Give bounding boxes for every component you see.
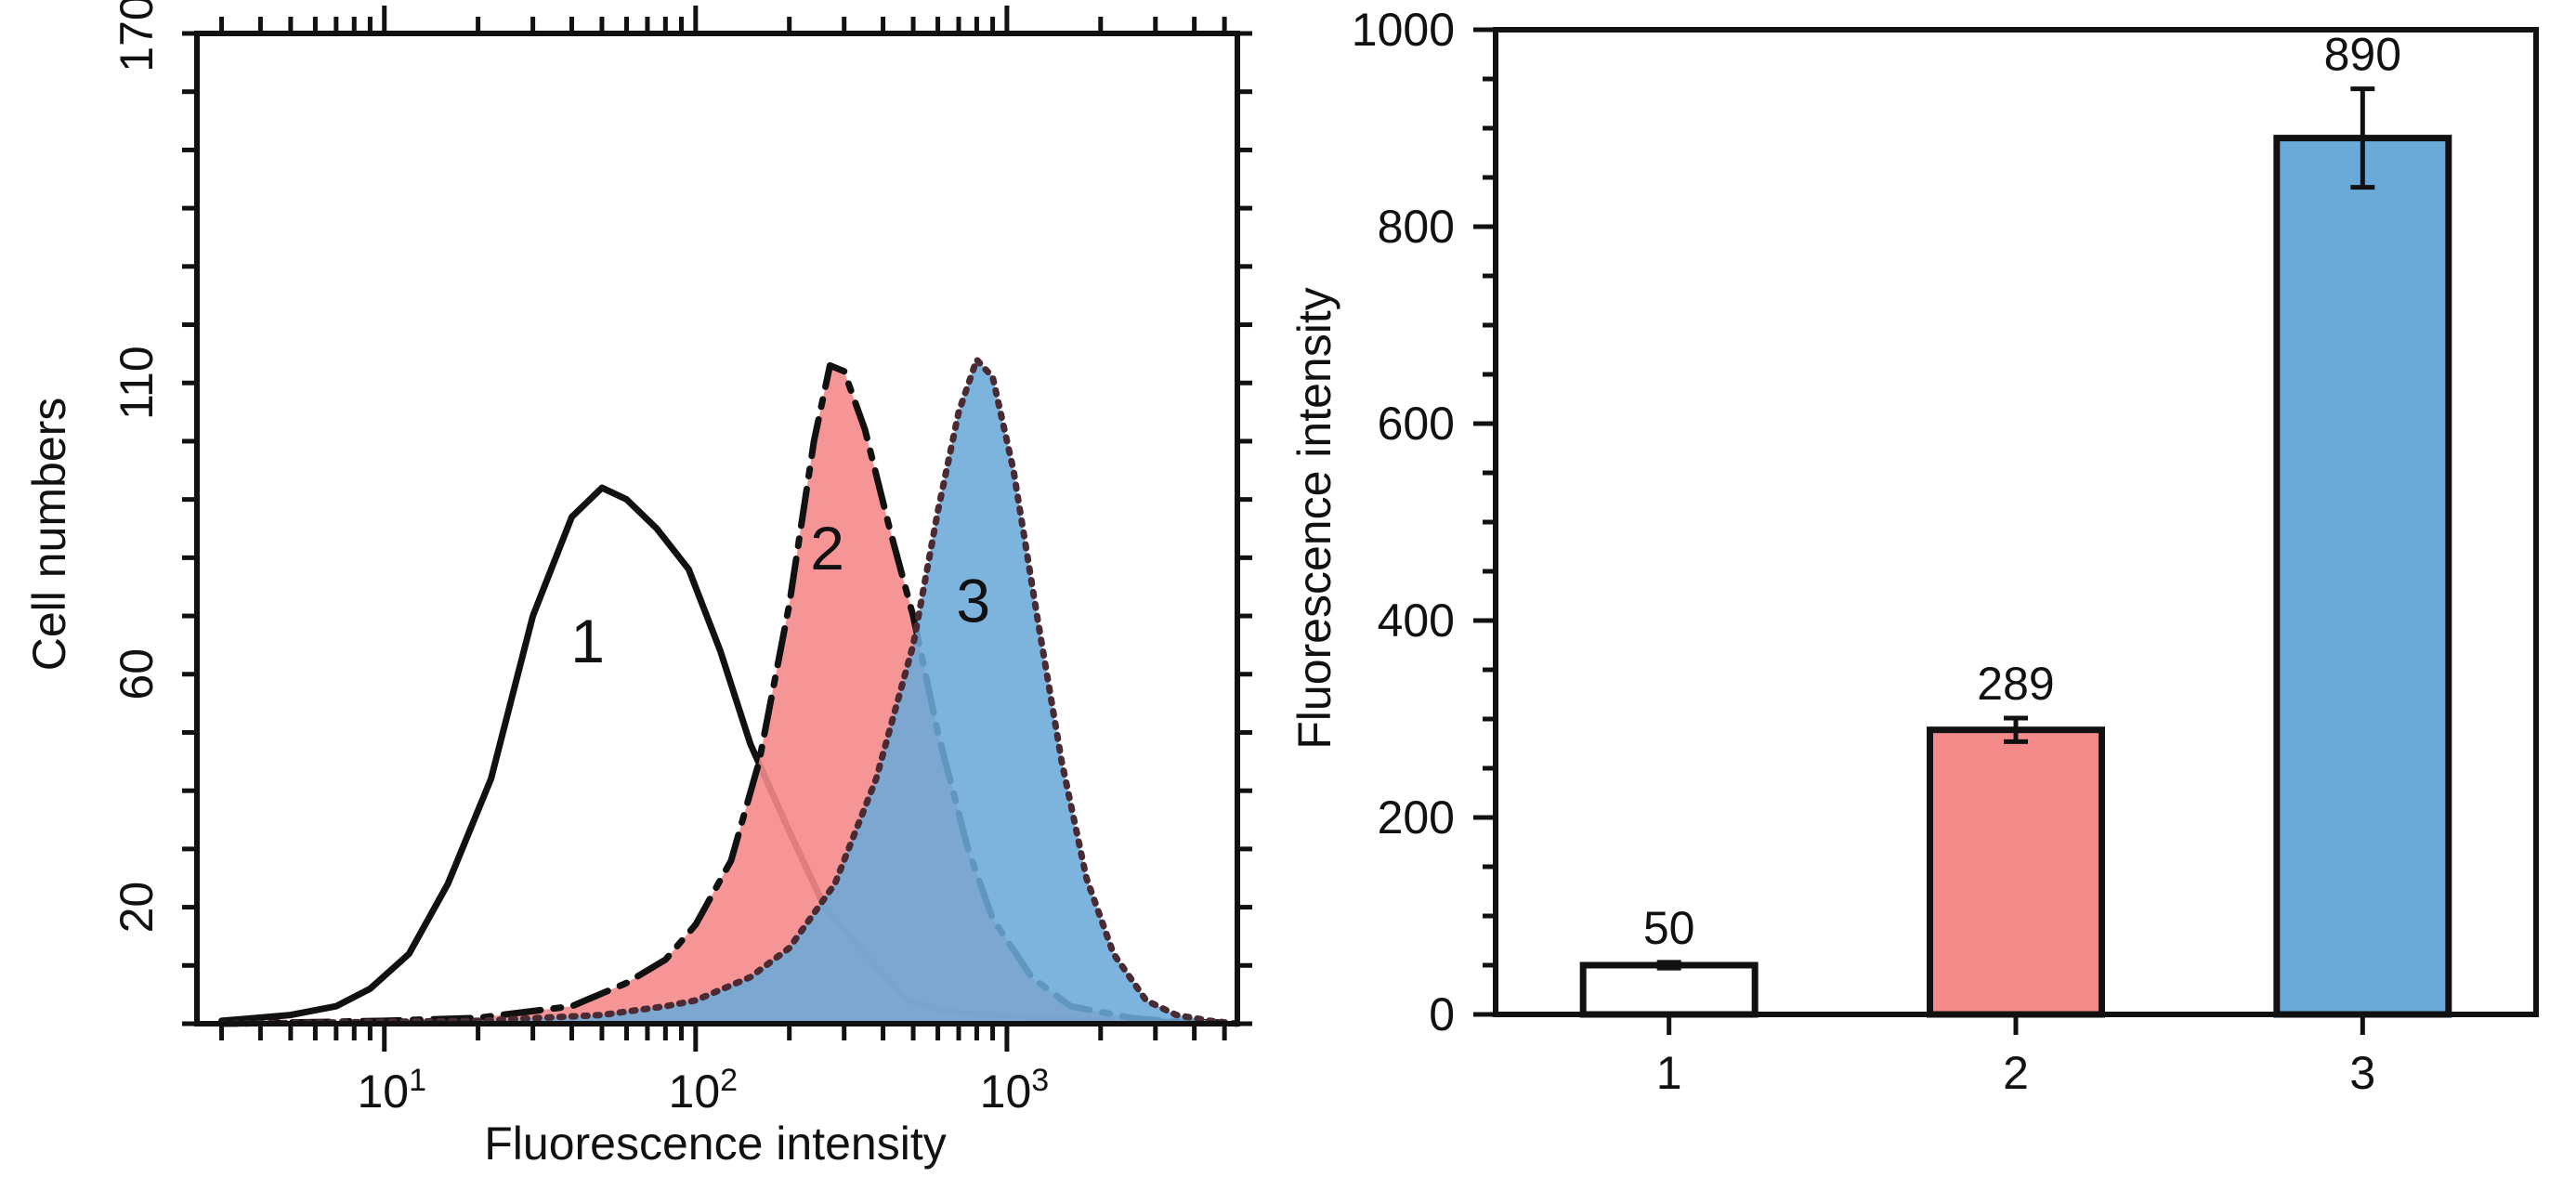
- bar-value-label-1: 50: [1643, 902, 1695, 954]
- histogram-plot-frame: [194, 31, 1240, 1026]
- histogram-y-ticks: 20 60 110 170: [111, 0, 163, 933]
- histogram-line-3: [218, 356, 1241, 1027]
- bar-2: [1927, 726, 2105, 1018]
- bar-chart-y-tick-label: 400: [1378, 595, 1455, 647]
- histogram-y-tick-label: 20: [111, 882, 163, 934]
- tick-label-exponent: 2: [720, 1063, 738, 1098]
- bar-chart-x-tick-label-2: 2: [2003, 1047, 2029, 1099]
- bar-value-label-2: 289: [1977, 658, 2054, 710]
- bar-chart-error-bars: [1656, 86, 2375, 971]
- bar-chart-y-tick-label: 200: [1378, 791, 1455, 843]
- histogram-curve-labels: 1 2 3: [570, 514, 990, 675]
- bar-chart-bars: [1579, 135, 2452, 1018]
- bar-1: [1579, 961, 1759, 1018]
- tick-label-base: 10: [357, 1066, 409, 1118]
- tick-label-base: 10: [980, 1066, 1032, 1118]
- bar-chart-y-ticks: 0 200 400 600 800 1000: [1352, 4, 1455, 1040]
- histogram-curve-label-2: 2: [810, 514, 844, 582]
- tick-label-exponent: 3: [1031, 1063, 1049, 1098]
- bar-chart-x-tick-label-3: 3: [2349, 1047, 2375, 1099]
- bar-chart-x-tick-label-1: 1: [1656, 1047, 1682, 1099]
- histogram-series-layer: [218, 356, 1241, 1027]
- histogram-x-tick-label: 101: [357, 1063, 426, 1118]
- histogram-x-tick-label: 103: [980, 1063, 1050, 1118]
- histogram-x-tick-label: 102: [669, 1063, 739, 1118]
- bar-chart-value-labels: 50 289 890: [1643, 29, 2401, 954]
- histogram-curve-label-3: 3: [956, 566, 990, 634]
- tick-label-exponent: 1: [409, 1063, 426, 1098]
- histogram-y-tick-label: 60: [111, 648, 163, 700]
- bar-chart-x-ticks: 1 2 3: [1656, 1014, 2375, 1099]
- histogram-y-axis-title: Cell numbers: [23, 398, 75, 672]
- bar-chart-panel: 50 289 890 0 200 400 600 800 1000 1 2 3 Fluoresce…: [1288, 4, 2539, 1099]
- bar-chart-minor-ticks: [1473, 27, 1496, 1017]
- bar-chart-y-tick-label: 0: [1429, 988, 1455, 1040]
- histogram-curve-label-1: 1: [570, 607, 605, 675]
- bar-chart-y-axis-title: Fluorescence intensity: [1288, 287, 1340, 749]
- histogram-area-3: [221, 360, 1237, 1024]
- bar-3: [2273, 135, 2452, 1018]
- histogram-area-2: [221, 365, 1225, 1024]
- bar-value-label-3: 890: [2324, 29, 2401, 81]
- bar-chart-y-tick-label: 800: [1378, 201, 1455, 253]
- histogram-x-ticks: 101 102 103: [357, 1063, 1049, 1118]
- histogram-y-tick-label: 110: [111, 346, 163, 420]
- bar-chart-y-tick-label: 1000: [1352, 4, 1455, 56]
- bar-chart-plot-frame: [1493, 27, 2539, 1017]
- bar-chart-y-tick-label: 600: [1378, 398, 1455, 450]
- histogram-y-tick-label: 170: [111, 0, 163, 72]
- tick-label-base: 10: [669, 1066, 721, 1118]
- histogram-x-axis-title: Fluorescence intensity: [484, 1118, 946, 1170]
